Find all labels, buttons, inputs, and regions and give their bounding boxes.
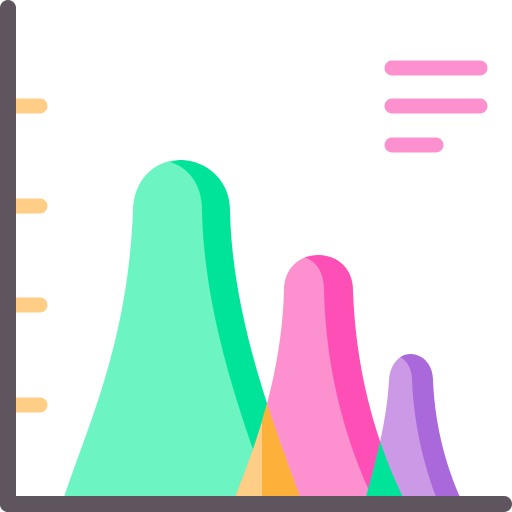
series-2-area — [235, 255, 403, 497]
legend — [384, 60, 488, 153]
y-axis-ticks — [6, 98, 48, 413]
series-3-area — [366, 354, 460, 497]
